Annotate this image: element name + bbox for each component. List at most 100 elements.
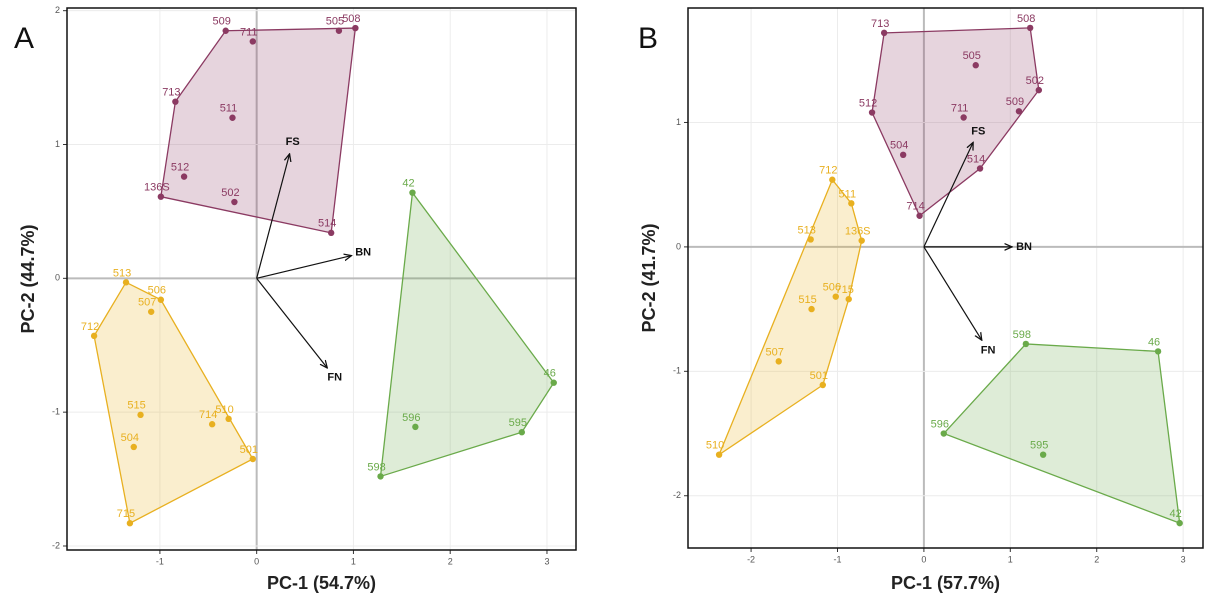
point-label: 506 bbox=[148, 285, 166, 297]
point bbox=[249, 455, 256, 463]
point bbox=[715, 451, 723, 458]
point-label: 515 bbox=[127, 400, 145, 412]
point bbox=[327, 229, 335, 237]
point-label: 714 bbox=[199, 409, 217, 421]
panel-letter: B bbox=[638, 22, 658, 55]
point-label: 514 bbox=[967, 153, 985, 165]
point-label: 46 bbox=[1148, 336, 1160, 348]
point-label: 598 bbox=[1013, 329, 1031, 341]
point-label: 508 bbox=[1017, 13, 1035, 25]
point bbox=[550, 379, 557, 386]
loading-arrow bbox=[923, 142, 973, 248]
plot-frame bbox=[66, 7, 577, 551]
point bbox=[832, 293, 839, 300]
y-tick-label: 1 bbox=[676, 117, 681, 127]
point bbox=[819, 381, 826, 389]
point-label: 513 bbox=[798, 224, 816, 236]
point bbox=[147, 308, 155, 315]
point bbox=[960, 114, 967, 121]
point-label: 42 bbox=[1170, 508, 1182, 520]
point-label: 514 bbox=[318, 218, 336, 230]
point-label: 515 bbox=[798, 294, 816, 306]
arrow-label: FN bbox=[327, 371, 342, 383]
point bbox=[229, 114, 236, 121]
point-label: 509 bbox=[213, 16, 231, 28]
x-tick-label: 0 bbox=[254, 556, 259, 566]
point-label: 512 bbox=[859, 97, 877, 109]
point bbox=[1015, 108, 1023, 115]
point bbox=[180, 173, 188, 180]
loading-arrow bbox=[256, 154, 290, 279]
point-label: 595 bbox=[509, 417, 527, 429]
point bbox=[409, 189, 416, 196]
loading-arrow bbox=[256, 277, 328, 368]
loading-arrow bbox=[923, 246, 982, 340]
y-tick-label: 0 bbox=[676, 241, 681, 251]
point-label: 513 bbox=[113, 267, 131, 279]
point-label: 502 bbox=[221, 187, 239, 199]
x-tick-label: -1 bbox=[156, 556, 164, 566]
point bbox=[848, 200, 855, 207]
panel: A -1 0 1 2 3 -2 -1 0 1 2 PC-1 (54.7%) PC-2 (44.7%) 50… bbox=[14, 5, 577, 593]
point-label: 711 bbox=[951, 102, 969, 114]
point-label: 712 bbox=[81, 321, 99, 333]
point-label: 711 bbox=[240, 26, 258, 38]
arrow-label: FS bbox=[286, 136, 300, 148]
point-label: 504 bbox=[121, 432, 139, 444]
point-label: 136S bbox=[144, 182, 170, 194]
group-hull bbox=[93, 281, 254, 525]
point-label: 713 bbox=[871, 18, 889, 30]
arrow-label: BN bbox=[355, 247, 371, 259]
point-label: 136S bbox=[845, 226, 871, 238]
point bbox=[858, 237, 865, 244]
y-tick-label: 1 bbox=[55, 139, 60, 149]
point bbox=[352, 24, 359, 32]
point-label: 713 bbox=[162, 87, 180, 99]
point bbox=[880, 29, 888, 37]
point bbox=[916, 212, 923, 219]
point-label: 511 bbox=[220, 103, 238, 115]
point-label: 505 bbox=[326, 16, 344, 28]
point bbox=[1022, 340, 1030, 348]
x-tick-label: 1 bbox=[351, 556, 356, 566]
point bbox=[225, 415, 232, 423]
point bbox=[868, 109, 876, 116]
point bbox=[222, 27, 229, 34]
arrow-label: BN bbox=[1016, 241, 1032, 253]
y-axis-title: PC-2 (41.7%) bbox=[639, 223, 659, 332]
group-hull bbox=[379, 190, 555, 478]
point bbox=[249, 38, 256, 45]
x-axis-title: PC-1 (57.7%) bbox=[891, 573, 1000, 593]
point bbox=[972, 62, 979, 69]
point-label: 512 bbox=[171, 162, 189, 174]
point-label: 596 bbox=[931, 418, 949, 430]
point-label: 42 bbox=[402, 178, 414, 190]
point-label: 504 bbox=[890, 140, 908, 152]
point bbox=[335, 27, 343, 34]
point bbox=[1026, 24, 1034, 32]
point bbox=[1154, 348, 1162, 355]
point-label: 507 bbox=[138, 297, 156, 309]
point bbox=[1176, 519, 1183, 527]
point bbox=[829, 176, 836, 183]
panel-letter: A bbox=[14, 22, 34, 55]
group-hull bbox=[160, 27, 357, 234]
point-label: 510 bbox=[706, 440, 724, 452]
y-tick-label: -1 bbox=[52, 407, 60, 417]
point bbox=[126, 520, 134, 527]
x-tick-label: 0 bbox=[921, 554, 926, 564]
point bbox=[899, 151, 907, 159]
arrow-label: FS bbox=[971, 125, 985, 137]
point-label: 715 bbox=[117, 508, 135, 520]
y-tick-label: -2 bbox=[673, 490, 681, 500]
y-tick-label: -1 bbox=[673, 366, 681, 376]
point bbox=[412, 423, 419, 431]
point bbox=[208, 421, 216, 428]
point bbox=[807, 236, 814, 243]
arrow-label: FN bbox=[981, 344, 996, 356]
point-label: 502 bbox=[1026, 75, 1044, 87]
point-label: 712 bbox=[819, 165, 837, 177]
point bbox=[940, 430, 947, 437]
point-label: 715 bbox=[836, 284, 854, 296]
